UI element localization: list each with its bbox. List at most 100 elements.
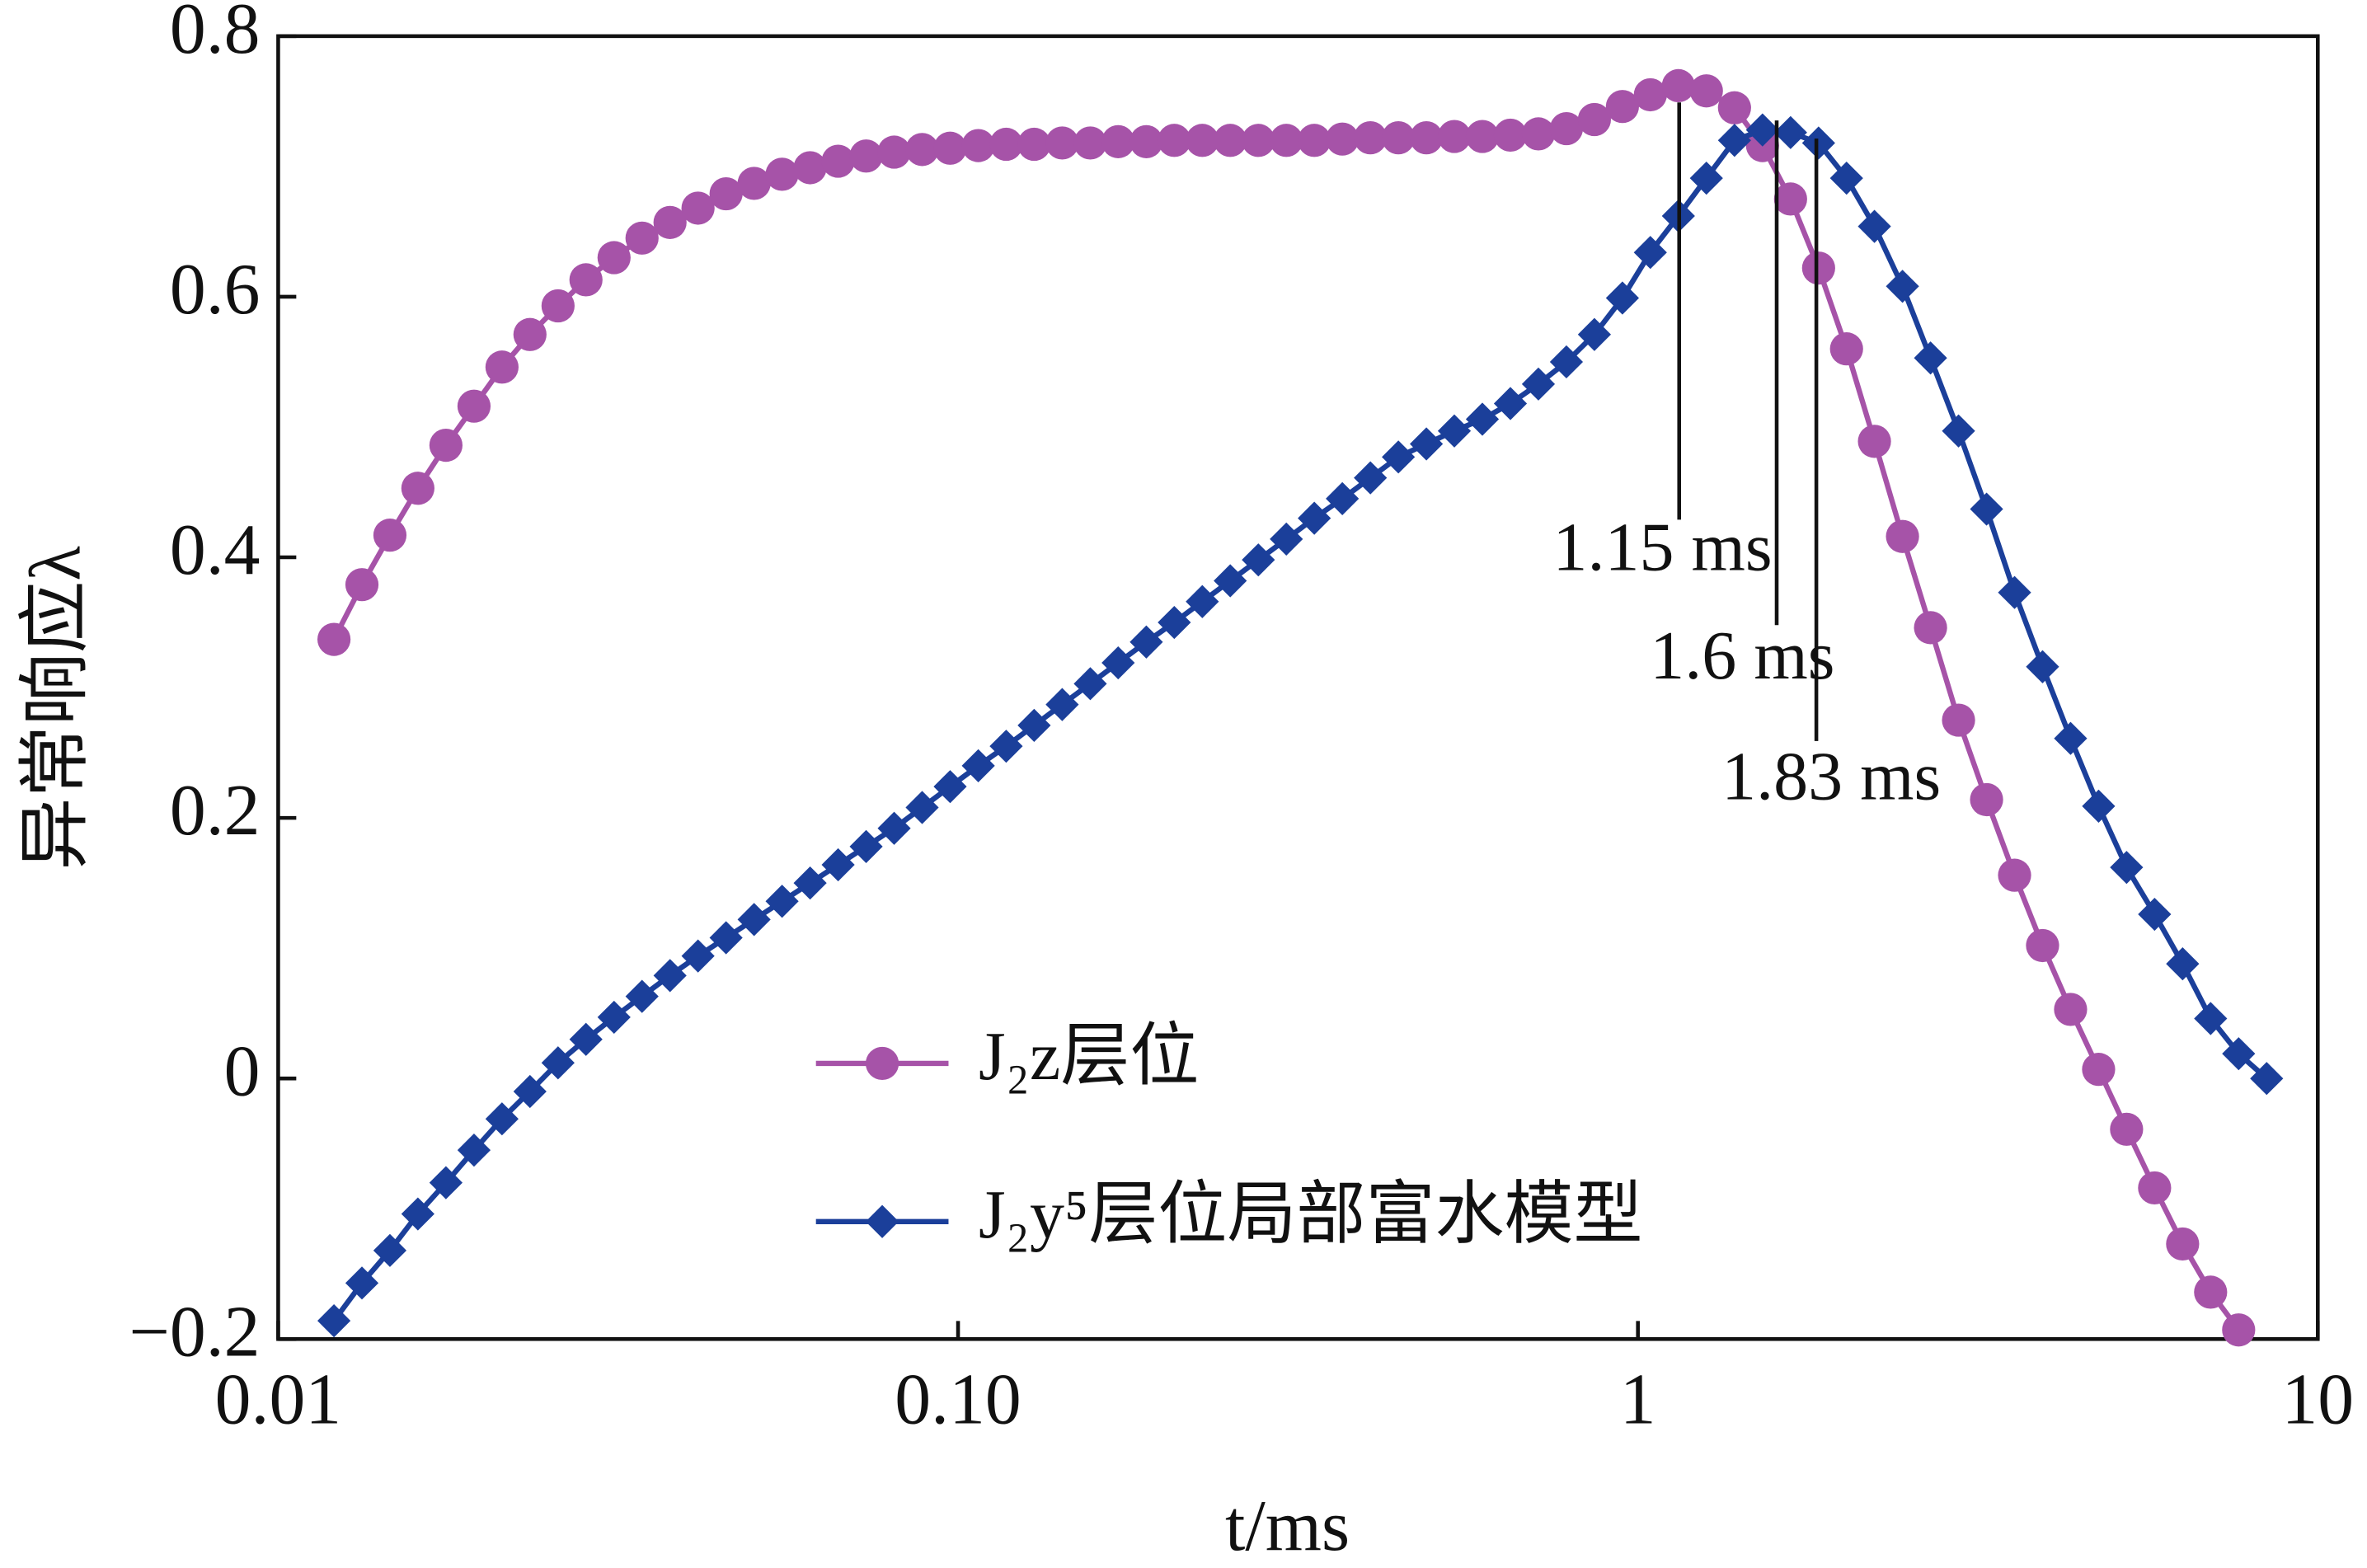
data-point [485, 1102, 519, 1136]
data-point [1886, 519, 1919, 553]
data-point [1970, 492, 2003, 526]
data-point [793, 866, 827, 900]
data-point [737, 903, 771, 937]
data-point [905, 791, 939, 824]
data-point [2138, 1171, 2172, 1205]
data-point [1998, 858, 2031, 892]
data-point [2082, 1053, 2116, 1087]
data-point [1410, 121, 1444, 155]
data-point [1326, 481, 1360, 516]
data-point [541, 1046, 575, 1080]
data-point [345, 1266, 379, 1300]
data-point [1129, 124, 1163, 158]
annotation-text: 1.83 ms [1721, 738, 1941, 815]
data-point [1214, 124, 1247, 157]
data-point [2054, 721, 2088, 755]
data-point [765, 885, 799, 918]
data-point [597, 1000, 631, 1035]
data-point [625, 221, 659, 255]
data-point [1017, 127, 1051, 162]
data-point [457, 1134, 491, 1167]
data-point [1661, 68, 1695, 103]
data-point [345, 568, 379, 602]
data-point [1970, 782, 2003, 817]
data-point [1886, 270, 1919, 303]
data-point [1326, 122, 1360, 156]
data-point [457, 389, 491, 423]
data-point [1158, 605, 1191, 640]
x-tick-label: 10 [2281, 1359, 2354, 1439]
data-point [1493, 387, 1528, 420]
y-axis-label: 异常响应λ [15, 546, 95, 871]
data-point [2222, 1313, 2256, 1347]
data-point [1857, 209, 1891, 243]
data-point [1045, 688, 1079, 721]
data-point [1717, 91, 1751, 124]
data-point [1942, 703, 1975, 737]
data-point [1829, 332, 1863, 366]
data-point [485, 350, 519, 384]
data-point [1801, 126, 1835, 160]
data-point [1465, 402, 1500, 436]
data-point [2194, 1002, 2228, 1035]
data-point [905, 133, 939, 167]
data-point [1493, 118, 1528, 153]
data-point [1689, 74, 1723, 108]
data-point [653, 205, 687, 239]
data-point [1605, 281, 1639, 315]
data-point [1270, 522, 1303, 556]
data-point [1745, 113, 1779, 147]
x-tick-label: 0.01 [215, 1359, 341, 1439]
data-point [597, 241, 631, 275]
data-point [1158, 124, 1191, 157]
data-point [1773, 182, 1807, 216]
data-point [569, 263, 603, 297]
data-point [793, 151, 827, 185]
data-point [1773, 115, 1807, 149]
data-point [1101, 646, 1135, 680]
data-point [429, 429, 463, 462]
data-point [1437, 120, 1472, 153]
data-point [821, 847, 855, 882]
data-point [1465, 120, 1500, 153]
data-point [401, 1197, 434, 1231]
data-point [1633, 236, 1667, 270]
data-point [541, 289, 575, 323]
data-point [625, 979, 659, 1013]
legend-label: J₂z层位 [979, 1018, 1199, 1095]
data-point [709, 176, 743, 211]
legend-label: J₂y⁵层位局部富水模型 [979, 1176, 1643, 1253]
annotation-text: 1.6 ms [1650, 617, 1834, 694]
data-point [1549, 345, 1584, 379]
annotation-text: 1.15 ms [1552, 509, 1772, 586]
data-point [1605, 90, 1639, 124]
data-point [1298, 124, 1331, 157]
data-point [1382, 121, 1416, 155]
data-point [2110, 1112, 2144, 1146]
data-point [709, 921, 743, 955]
data-point [877, 135, 911, 169]
data-point [1186, 584, 1219, 618]
y-tick-label: 0.4 [170, 509, 261, 589]
data-point [1998, 575, 2031, 609]
data-point [765, 157, 799, 191]
data-point [373, 519, 407, 552]
data-point [1354, 461, 1388, 495]
data-point [2166, 947, 2200, 981]
data-point [961, 129, 995, 162]
data-point [681, 939, 715, 973]
x-axis-label: t/ms [1225, 1486, 1350, 1566]
data-point [2194, 1275, 2228, 1309]
legend-marker [865, 1204, 899, 1238]
y-tick-label: 0.8 [170, 0, 261, 68]
data-point [2250, 1062, 2284, 1096]
data-point [2138, 897, 2172, 932]
data-point [1914, 611, 1947, 645]
series [317, 113, 2284, 1338]
data-point [401, 472, 434, 505]
data-point [849, 829, 883, 863]
y-tick-label: 0.2 [170, 770, 261, 850]
data-point [821, 144, 855, 178]
data-point [681, 191, 715, 225]
